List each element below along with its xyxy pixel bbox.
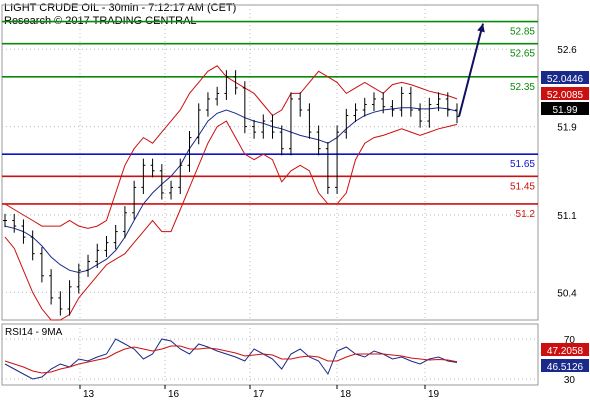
rsi-tag (541, 343, 589, 356)
level-label: 51.65 (510, 159, 535, 170)
rsi-line (4, 338, 458, 380)
level-label: 52.65 (510, 49, 535, 60)
y-tick-label: 50.4 (557, 288, 577, 299)
x-tick-label: 18 (340, 389, 352, 400)
main-plot-frame (1, 4, 539, 321)
rsi-panel-title: RSI14 - 9MA (5, 327, 63, 338)
price-tag (541, 102, 589, 115)
y-tick-label: 52.6 (557, 45, 577, 56)
price-tag-label: 52.0446 (547, 74, 584, 85)
level-label: 52.85 (510, 27, 535, 38)
rsi-plot-frame (1, 323, 539, 386)
level-label: 51.2 (516, 209, 536, 220)
price-tag-label: 52.0085 (547, 90, 584, 101)
projection-arrow-line (458, 23, 484, 117)
bollinger-upper-line (4, 65, 458, 229)
x-tick-label: 13 (83, 389, 95, 400)
rsi-ma-line (4, 345, 458, 374)
rsi-tick-label: 30 (564, 375, 576, 386)
moving-average-line (4, 107, 458, 274)
projection-arrow-head (477, 23, 485, 33)
price-tag (541, 71, 589, 84)
y-tick-label: 51.9 (557, 123, 577, 134)
price-tag-label: 51.99 (552, 105, 577, 116)
x-tick-label: 16 (168, 389, 180, 400)
bollinger-lower-line (4, 120, 458, 321)
rsi-tag-label: 46.5126 (547, 362, 584, 373)
level-label: 52.35 (510, 82, 535, 93)
price-tag (541, 87, 589, 100)
rsi-tag (541, 359, 589, 372)
y-tick-label: 51.1 (557, 211, 577, 222)
rsi-tag-label: 47.2058 (547, 346, 584, 357)
level-label: 51.45 (510, 181, 535, 192)
rsi-tick-label: 70 (564, 335, 576, 346)
x-tick-label: 19 (428, 389, 440, 400)
x-tick-label: 17 (253, 389, 265, 400)
